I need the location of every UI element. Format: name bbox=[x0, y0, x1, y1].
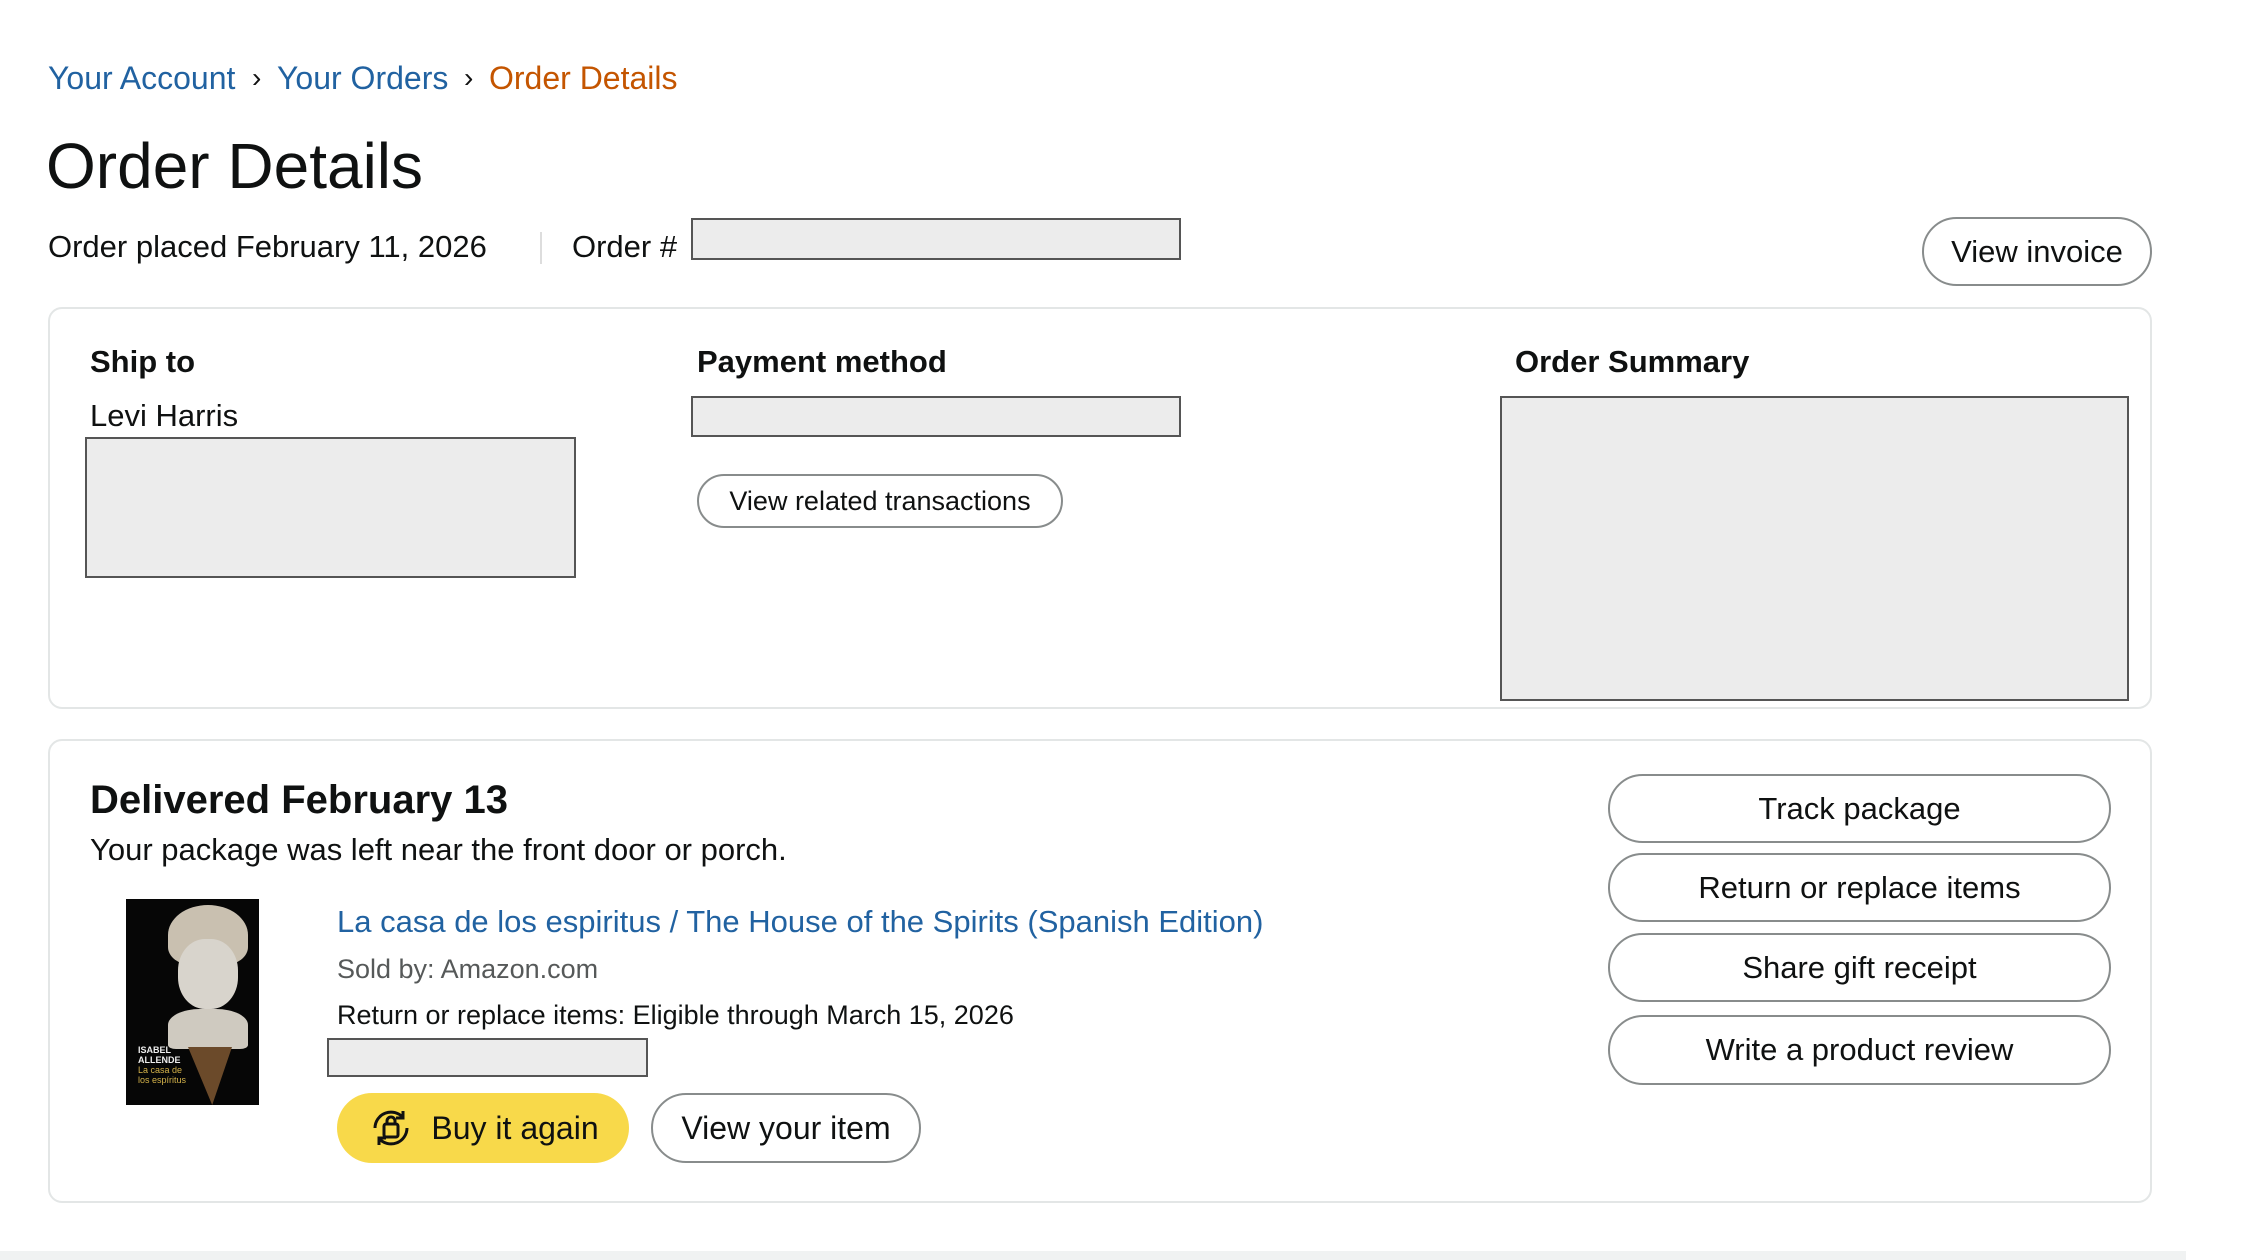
order-info-card bbox=[48, 307, 2152, 709]
breadcrumb-order-details: Order Details bbox=[489, 60, 678, 96]
cover-fox bbox=[188, 1047, 232, 1105]
order-summary-redacted bbox=[1500, 396, 2129, 701]
order-number-label: Order # bbox=[572, 229, 678, 264]
product-title-link[interactable]: La casa de los espiritus / The House of … bbox=[337, 904, 1264, 939]
delivery-status: Delivered February 13 bbox=[90, 778, 508, 822]
sold-by: Sold by: Amazon.com bbox=[337, 954, 599, 984]
footer-strip bbox=[0, 1251, 2186, 1260]
cover-face bbox=[178, 939, 238, 1009]
address-redacted bbox=[85, 437, 576, 578]
ship-to-name: Levi Harris bbox=[90, 398, 239, 433]
ship-to-heading: Ship to bbox=[90, 344, 196, 379]
buy-it-again-button[interactable]: Buy it again bbox=[337, 1093, 629, 1163]
breadcrumb-your-account[interactable]: Your Account bbox=[48, 60, 236, 96]
cover-text: ISABEL ALLENDE La casa de los espíritus bbox=[138, 1045, 186, 1085]
order-summary-heading: Order Summary bbox=[1515, 344, 1750, 379]
cover-bust bbox=[168, 1009, 248, 1049]
breadcrumb-your-orders[interactable]: Your Orders bbox=[277, 60, 449, 96]
payment-method-heading: Payment method bbox=[697, 344, 947, 379]
cover-author-first: ISABEL bbox=[138, 1045, 172, 1055]
page-title: Order Details bbox=[46, 130, 423, 202]
return-window: Return or replace items: Eligible throug… bbox=[337, 1000, 1014, 1030]
payment-redacted bbox=[691, 396, 1181, 437]
cover-title-1: La casa de bbox=[138, 1065, 183, 1075]
cover-author-last: ALLENDE bbox=[138, 1055, 181, 1065]
buy-again-icon bbox=[367, 1104, 415, 1152]
view-invoice-button[interactable]: View invoice bbox=[1922, 217, 2152, 286]
item-redacted bbox=[327, 1038, 648, 1077]
shipment-card bbox=[48, 739, 2152, 1203]
cover-title-2: los espíritus bbox=[138, 1075, 187, 1085]
breadcrumb-separator: › bbox=[252, 62, 262, 93]
book-cover-image[interactable]: ISABEL ALLENDE La casa de los espíritus bbox=[126, 899, 259, 1105]
breadcrumb-separator: › bbox=[464, 62, 474, 93]
delivery-note: Your package was left near the front doo… bbox=[90, 832, 787, 867]
write-review-button[interactable]: Write a product review bbox=[1608, 1015, 2111, 1085]
buy-it-again-label: Buy it again bbox=[431, 1109, 599, 1146]
share-gift-receipt-button[interactable]: Share gift receipt bbox=[1608, 933, 2111, 1002]
view-your-item-button[interactable]: View your item bbox=[651, 1093, 921, 1163]
order-placed-date: Order placed February 11, 2026 bbox=[48, 229, 487, 264]
track-package-button[interactable]: Track package bbox=[1608, 774, 2111, 843]
order-number-redacted bbox=[691, 218, 1181, 260]
divider bbox=[540, 232, 542, 264]
return-or-replace-button[interactable]: Return or replace items bbox=[1608, 853, 2111, 922]
view-related-transactions-button[interactable]: View related transactions bbox=[697, 474, 1063, 528]
